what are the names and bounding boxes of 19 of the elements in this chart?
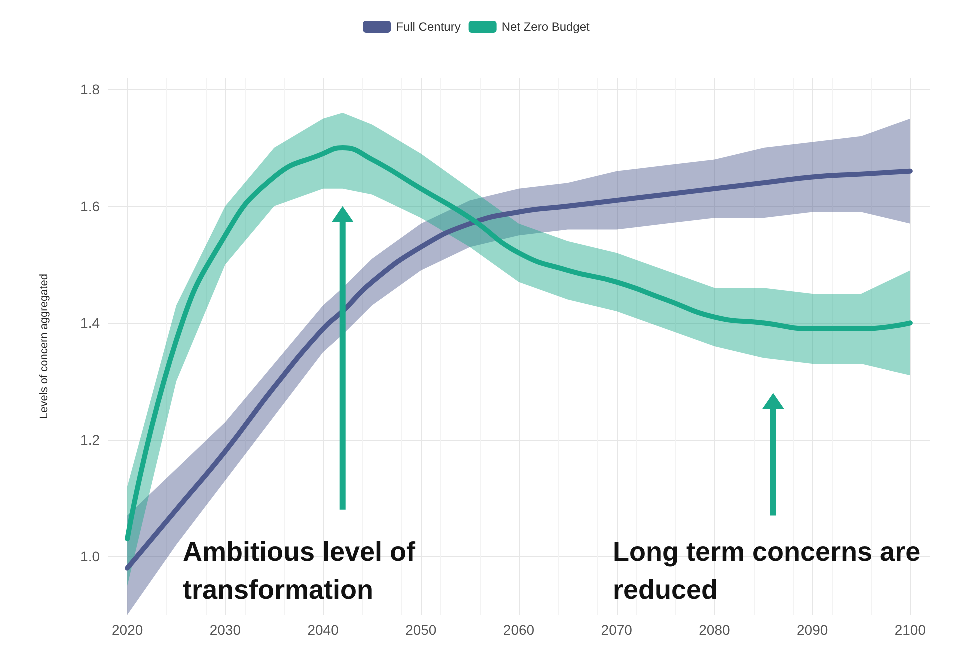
x-tick-label: 2040	[308, 622, 340, 638]
annotation: Ambitious level of transformation	[183, 536, 417, 607]
y-tick-label: 1.2	[80, 432, 100, 448]
x-tick-label: 2030	[210, 622, 242, 638]
x-tick-label: 2020	[112, 622, 144, 638]
y-axis-title: Levels of concern aggregated	[38, 274, 50, 419]
legend-label: Net Zero Budget	[502, 20, 591, 34]
x-tick-label: 2090	[796, 622, 828, 638]
x-tick-label: 2060	[503, 622, 535, 638]
y-tick-label: 1.4	[80, 315, 100, 332]
y-tick-label: 1.0	[80, 548, 100, 565]
x-tick-label: 2070	[601, 622, 633, 638]
legend-label: Full Century	[396, 20, 461, 34]
annotation: Long term concerns are reduced	[613, 536, 922, 607]
y-tick-label: 1.6	[80, 198, 100, 214]
x-tick-label: 2100	[894, 622, 926, 638]
x-tick-label: 2080	[699, 622, 730, 638]
x-tick-label: 2050	[406, 622, 437, 638]
y-tick-label: 1.8	[80, 82, 100, 98]
